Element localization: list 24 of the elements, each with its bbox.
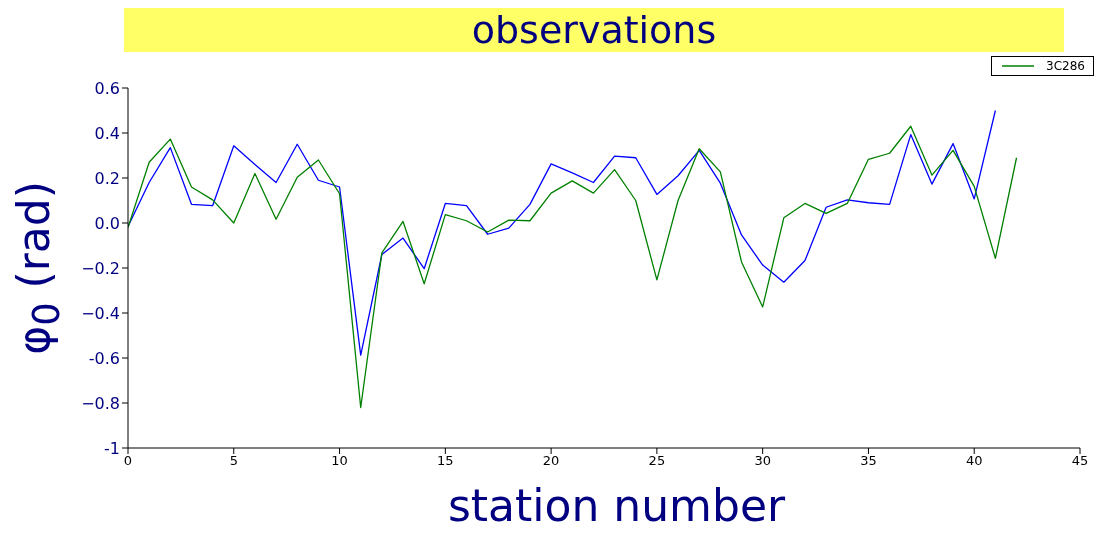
x-tick-label: 5	[229, 453, 238, 469]
x-tick-label: 35	[860, 453, 877, 469]
line-series	[128, 109, 997, 356]
x-tick-label: 10	[331, 453, 348, 469]
y-tick-label: −0.2	[81, 258, 120, 278]
y-tick-label: −0.4	[81, 303, 120, 323]
legend-label: 3C286	[1046, 59, 1085, 73]
x-tick-label: 25	[648, 453, 666, 469]
y-tick-label: 0.6	[94, 78, 120, 98]
chart-title: observations	[124, 8, 1064, 52]
y-tick-label: 0.2	[94, 168, 120, 188]
y-tick-label: 0.0	[94, 213, 120, 233]
x-tick-label: 15	[437, 453, 454, 469]
line-series	[128, 125, 1018, 409]
x-tick-label: 30	[754, 453, 771, 469]
x-tick-label: 40	[965, 453, 983, 469]
x-tick-label: 0	[123, 453, 133, 469]
y-tick-label: -1	[104, 438, 120, 458]
x-axis-title: station number	[446, 480, 787, 532]
x-tick-label: 20	[542, 453, 560, 469]
y-tick-label: -0.6	[88, 348, 120, 368]
y-tick-label: 0.4	[94, 123, 120, 143]
y-tick-label: −0.8	[81, 393, 120, 413]
x-tick-label: 45	[1071, 453, 1089, 469]
